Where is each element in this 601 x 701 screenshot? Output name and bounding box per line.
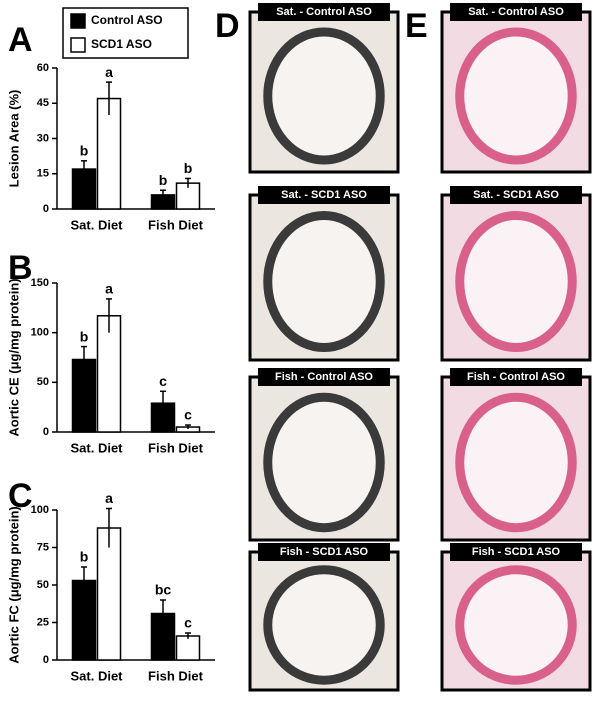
significance-label: b	[159, 172, 168, 188]
y-tick-label: 25	[37, 616, 49, 628]
y-tick-label: 100	[31, 504, 49, 516]
y-axis-label: Aortic CE (μg/mg protein)	[6, 278, 21, 436]
error-bar	[160, 390, 166, 416]
vessel-wall	[263, 27, 385, 165]
x-tick-label: Sat. Diet	[70, 440, 123, 455]
panel-letter: A	[8, 21, 33, 59]
legend-label: SCD1 ASO	[91, 37, 152, 51]
significance-label: c	[159, 373, 167, 389]
image-label: Sat. - Control ASO	[276, 6, 372, 18]
y-tick-label: 75	[37, 541, 49, 553]
image-label-box	[450, 543, 582, 561]
panel-letter: D	[215, 7, 240, 45]
error-bar	[81, 160, 87, 178]
legend-swatch	[70, 13, 86, 29]
y-tick-label: 60	[37, 62, 49, 74]
error-bar	[185, 177, 191, 188]
y-tick-label: 30	[37, 132, 49, 144]
x-tick-label: Fish Diet	[148, 440, 204, 455]
significance-label: c	[184, 615, 192, 631]
image-label: Sat. - SCD1 ASO	[281, 189, 367, 201]
image-label-box	[450, 368, 582, 386]
y-tick-label: 50	[37, 376, 49, 388]
panel-letter: C	[8, 477, 33, 515]
vessel-wall	[455, 565, 577, 685]
significance-label: bc	[155, 582, 172, 598]
error-bar	[185, 424, 191, 430]
y-tick-label: 45	[37, 97, 49, 109]
vessel-wall	[455, 27, 577, 165]
panel-letter: B	[8, 249, 33, 287]
vessel-wall	[455, 392, 577, 533]
panel-letter: E	[405, 7, 428, 45]
significance-label: b	[184, 160, 193, 176]
error-bar	[81, 566, 87, 594]
y-tick-label: 0	[43, 426, 49, 438]
x-tick-label: Fish Diet	[148, 217, 204, 232]
error-bar	[160, 189, 166, 200]
vessel-wall	[263, 392, 385, 533]
significance-label: b	[80, 143, 89, 159]
y-axis-label: Aortic FC (μg/mg protein)	[6, 506, 21, 663]
significance-label: c	[184, 407, 192, 423]
error-bar	[106, 507, 112, 548]
error-bar	[106, 81, 112, 115]
image-label-box	[258, 3, 390, 21]
vessel-wall	[263, 211, 385, 352]
x-tick-label: Sat. Diet	[70, 217, 123, 232]
error-bar	[160, 599, 166, 627]
y-tick-label: 150	[31, 277, 49, 289]
image-label-box	[258, 368, 390, 386]
significance-label: a	[105, 281, 113, 297]
y-tick-label: 0	[43, 654, 49, 666]
error-bar	[81, 345, 87, 373]
image-label: Fish - SCD1 ASO	[472, 546, 561, 558]
image-label-box	[450, 3, 582, 21]
error-bar	[106, 298, 112, 333]
y-tick-label: 0	[43, 203, 49, 215]
vessel-wall	[455, 211, 577, 352]
image-label: Fish - Control ASO	[275, 371, 373, 383]
y-tick-label: 100	[31, 327, 49, 339]
x-tick-label: Sat. Diet	[70, 668, 123, 683]
y-tick-label: 15	[37, 168, 49, 180]
significance-label: a	[105, 64, 113, 80]
significance-label: a	[105, 490, 113, 506]
x-tick-label: Fish Diet	[148, 668, 204, 683]
bar	[96, 97, 122, 210]
y-tick-label: 50	[37, 579, 49, 591]
image-label-box	[450, 186, 582, 204]
image-label-box	[258, 186, 390, 204]
image-label: Fish - Control ASO	[467, 371, 565, 383]
image-label-box	[258, 543, 390, 561]
bar	[96, 315, 122, 433]
vessel-wall	[263, 565, 385, 685]
significance-label: b	[80, 328, 89, 344]
error-bar	[185, 632, 191, 639]
bar	[96, 527, 122, 661]
bar	[175, 635, 201, 661]
image-label: Sat. - SCD1 ASO	[473, 189, 559, 201]
legend-swatch	[70, 37, 86, 53]
image-label: Fish - SCD1 ASO	[280, 546, 369, 558]
legend-label: Control ASO	[91, 13, 163, 27]
significance-label: b	[80, 549, 89, 565]
y-axis-label: Lesion Area (%)	[6, 90, 21, 188]
image-label: Sat. - Control ASO	[468, 6, 564, 18]
